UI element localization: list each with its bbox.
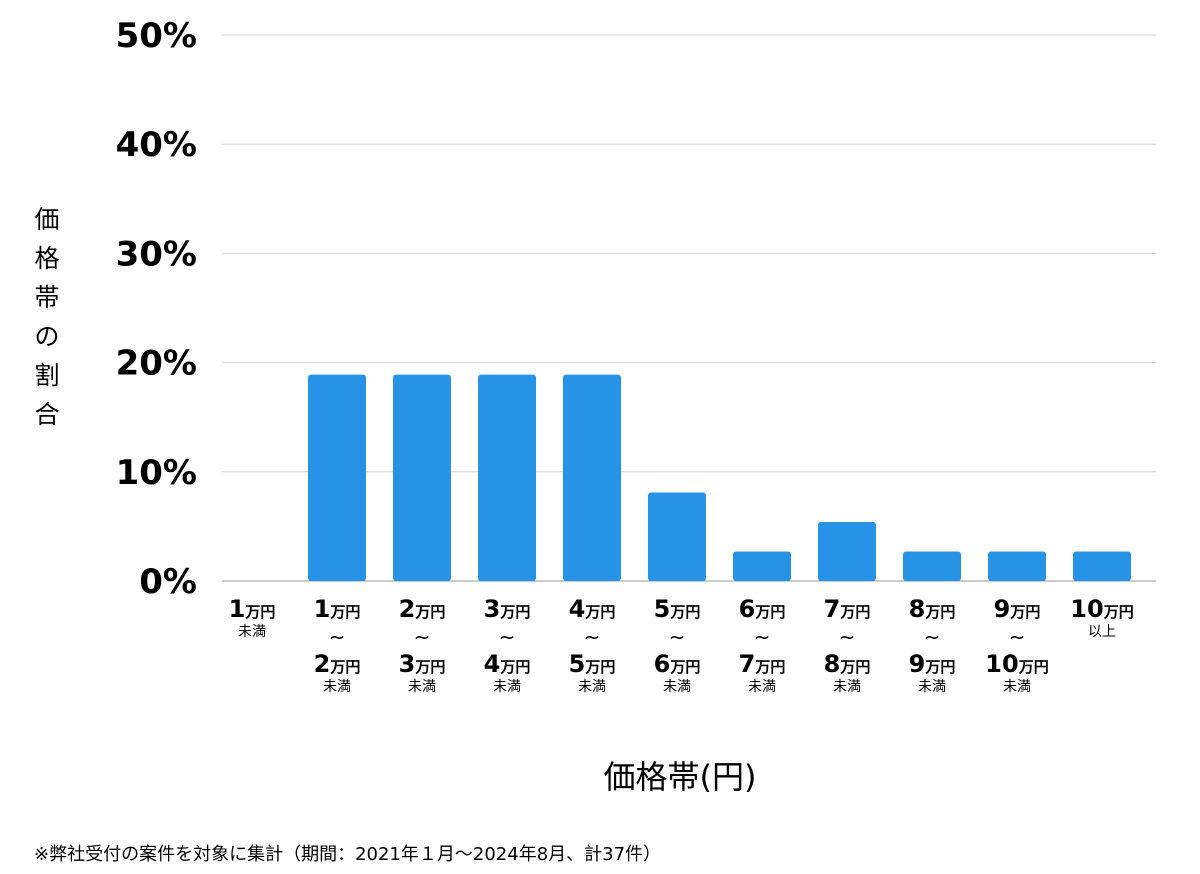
y-axis-ticks: 0% 10% 20% 30% 40% 50% (116, 16, 197, 602)
range-symbol: ~ (839, 625, 856, 649)
y-tick-label: 30% (116, 234, 197, 274)
x-axis-ticks: 1万円未満1万円~2万円未満2万円~3万円未満3万円~4万円未満4万円~5万円未… (229, 595, 1134, 695)
x-tick-sublabel: 未満 (918, 679, 946, 695)
x-tick-label-line: 2万円 (399, 595, 446, 623)
x-tick-label-line: 10万円 (1070, 595, 1133, 623)
y-axis-label-char: 合 (34, 400, 60, 429)
range-symbol: ~ (669, 625, 686, 649)
x-tick-label-line: 8万円 (824, 650, 871, 678)
x-tick-sublabel: 未満 (323, 679, 351, 695)
range-symbol: ~ (414, 625, 431, 649)
range-symbol: ~ (584, 625, 601, 649)
x-tick-label-line: 5万円 (569, 650, 616, 678)
bar (988, 551, 1046, 581)
range-symbol: ~ (754, 625, 771, 649)
x-tick-label-line: 3万円 (484, 595, 531, 623)
y-axis-label-char: 割 (34, 361, 60, 390)
x-tick-label-line: 9万円 (994, 595, 1041, 623)
y-tick-label: 40% (116, 125, 197, 165)
bar (818, 522, 876, 581)
range-symbol: ~ (329, 625, 346, 649)
x-tick-label-line: 3万円 (399, 650, 446, 678)
x-tick-label-line: 4万円 (484, 650, 531, 678)
x-tick-label-line: 7万円 (824, 595, 871, 623)
x-tick-label-line: 5万円 (654, 595, 701, 623)
x-tick-label-line: 1万円 (314, 595, 361, 623)
bar (393, 374, 451, 581)
y-axis-label-char: の (34, 322, 60, 351)
x-tick-sublabel: 未満 (748, 679, 776, 695)
bar (648, 492, 706, 581)
x-tick-label-line: 6万円 (739, 595, 786, 623)
x-tick-sublabel: 未満 (493, 679, 521, 695)
y-tick-label: 10% (116, 453, 197, 493)
bar (478, 374, 536, 581)
x-tick-sublabel: 未満 (833, 679, 861, 695)
x-tick-sublabel: 未満 (663, 679, 691, 695)
y-tick-label: 50% (116, 16, 197, 56)
x-tick-sublabel: 未満 (1003, 679, 1031, 695)
bar (903, 551, 961, 581)
x-tick-label-line: 2万円 (314, 650, 361, 678)
range-symbol: ~ (499, 625, 516, 649)
x-tick-sublabel: 未満 (408, 679, 436, 695)
x-tick-label-line: 8万円 (909, 595, 956, 623)
footnote: ※弊社受付の案件を対象に集計（期間：2021年１月～2024年8月、計37件） (34, 844, 662, 865)
bar (733, 551, 791, 581)
bar (308, 374, 366, 581)
x-axis-label: 価格帯(円) (603, 758, 757, 796)
y-axis-label-char: 格 (34, 244, 60, 273)
y-axis-label: 価格帯の割合 (30, 200, 64, 434)
x-tick-sublabel: 未満 (578, 679, 606, 695)
bar (1073, 551, 1131, 581)
x-tick-label-line: 6万円 (654, 650, 701, 678)
x-tick-sublabel: 以上 (1088, 624, 1116, 640)
x-tick-label-line: 7万円 (739, 650, 786, 678)
range-symbol: ~ (924, 625, 941, 649)
x-tick-label-line: 9万円 (909, 650, 956, 678)
x-tick-label-line: 10万円 (985, 650, 1048, 678)
y-tick-label: 0% (139, 562, 197, 602)
y-axis-label-char: 価 (34, 205, 60, 234)
bar (563, 374, 621, 581)
y-tick-label: 20% (116, 344, 197, 384)
bars (308, 374, 1131, 581)
x-tick-label-line: 1万円 (229, 595, 276, 623)
x-tick-label-line: 4万円 (569, 595, 616, 623)
y-axis-label-char: 帯 (34, 283, 60, 312)
range-symbol: ~ (1009, 625, 1026, 649)
x-tick-sublabel: 未満 (238, 624, 266, 640)
